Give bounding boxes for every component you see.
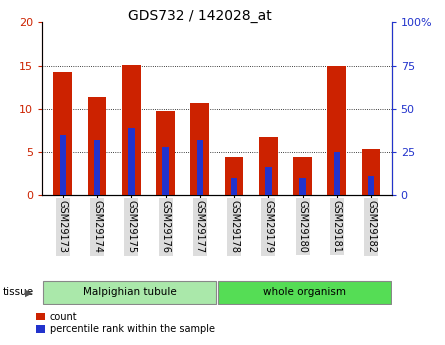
Bar xyxy=(60,135,66,195)
Legend: count, percentile rank within the sample: count, percentile rank within the sample xyxy=(36,312,214,334)
Bar xyxy=(94,140,101,195)
Bar xyxy=(218,281,391,304)
Bar xyxy=(328,66,346,195)
Bar xyxy=(122,65,141,195)
Bar xyxy=(88,97,106,195)
Bar xyxy=(156,111,175,195)
Text: GDS732 / 142028_at: GDS732 / 142028_at xyxy=(128,9,272,23)
Text: ▶: ▶ xyxy=(24,287,32,297)
Bar xyxy=(293,157,312,195)
Bar xyxy=(299,178,306,195)
Text: whole organism: whole organism xyxy=(263,287,346,297)
Bar xyxy=(333,152,340,195)
Bar xyxy=(197,140,203,195)
Bar xyxy=(362,149,380,195)
Bar xyxy=(190,104,209,195)
Text: Malpighian tubule: Malpighian tubule xyxy=(83,287,177,297)
Bar xyxy=(259,137,278,195)
Bar xyxy=(368,176,374,195)
Bar xyxy=(128,128,135,195)
Bar xyxy=(53,72,72,195)
Bar xyxy=(265,167,271,195)
Bar xyxy=(231,178,237,195)
Bar xyxy=(43,281,216,304)
Bar xyxy=(225,157,243,195)
Bar xyxy=(162,147,169,195)
Text: tissue: tissue xyxy=(2,287,33,297)
